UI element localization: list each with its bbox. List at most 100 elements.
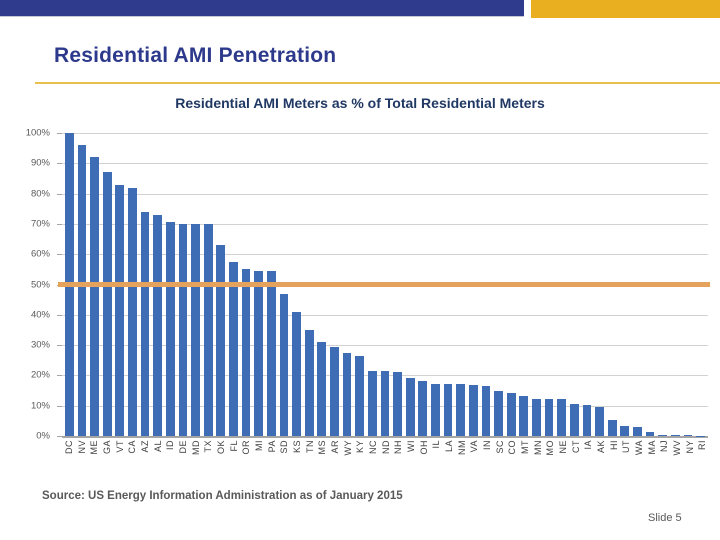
x-label-slot-VA: VA [469,440,482,474]
bar-ND [380,371,390,436]
y-axis-tick [57,405,62,407]
gridline [62,223,708,225]
bar-slot-MO [543,133,556,436]
bar-KS [292,311,301,436]
x-axis-label: NJ [659,440,670,452]
bar-MT [519,396,529,436]
x-label-slot-SC: SC [494,440,507,474]
x-axis-label: DC [63,440,74,454]
x-axis-label: KS [291,440,302,454]
bar-slot-WV [669,133,682,436]
x-label-slot-TN: TN [304,440,317,474]
chart-title: Residential AMI Meters as % of Total Res… [175,95,545,111]
bar-IA [582,404,592,436]
header-band-blue [0,0,524,17]
bar-slot-IL [429,133,442,436]
bar-slot-NH [391,133,404,436]
gridline [62,314,708,316]
bar-slot-TX [202,133,215,436]
x-axis-labels: DC NV ME GA VT CA AZ AL ID DE MD TX OK FL OR MI PA SD KS TN… [62,440,710,474]
x-label-slot-RI: RI [697,440,710,474]
x-axis-label: NC [367,440,378,454]
x-axis-label: IL [431,440,442,449]
bar-TN [304,329,314,436]
gridline [62,345,708,347]
x-label-slot-ND: ND [380,440,393,474]
x-label-slot-OK: OK [215,440,228,474]
bar-AZ [140,211,150,436]
bar-WV [670,434,680,436]
bar-slot-MS [316,133,329,436]
x-label-slot-KY: KY [354,440,367,474]
bar-WY [342,352,352,436]
bar-slot-NM [454,133,467,436]
x-axis-label: DE [177,440,188,454]
x-label-slot-MI: MI [253,440,266,474]
bar-slot-UT [619,133,632,436]
x-label-slot-WV: WV [671,440,684,474]
bar-slot-CO [505,133,518,436]
x-label-slot-HI: HI [608,440,621,474]
bar-slot-IA [581,133,594,436]
bar-slot-IN [480,133,493,436]
x-label-slot-OH: OH [418,440,431,474]
y-axis-tick-label: 70% [30,218,50,230]
x-label-slot-WA: WA [633,440,646,474]
x-label-slot-OR: OR [240,440,253,474]
x-label-slot-MD: MD [190,440,203,474]
x-axis-label: MO [545,440,556,456]
bar-slot-GA [101,133,114,436]
x-label-slot-ID: ID [164,440,177,474]
y-axis-tick-label: 30% [30,339,50,351]
bar-CA [128,187,137,436]
x-label-slot-NE: NE [557,440,570,474]
x-axis-label: AK [596,440,607,454]
bar-AK [595,407,604,436]
x-axis-label: NY [684,440,695,454]
x-label-slot-ME: ME [88,440,101,474]
bar-NC [367,371,377,436]
bar-slot-MN [530,133,543,436]
x-axis-label: NH [393,440,404,454]
bar-GA [102,172,112,436]
x-label-slot-TX: TX [202,440,215,474]
bar-LA [443,384,453,436]
bar-MO [544,399,554,436]
bars-row [62,133,708,436]
bar-slot-AL [151,133,164,436]
x-label-slot-FL: FL [228,440,241,474]
bar-DE [178,223,188,436]
bar-MN [532,398,541,436]
x-label-slot-UT: UT [621,440,634,474]
bar-slot-WA [631,133,644,436]
bar-VA [468,384,478,436]
x-axis-label: OH [418,440,429,455]
y-axis-tick [57,345,62,347]
x-label-slot-MO: MO [545,440,558,474]
bar-slot-WY [341,133,354,436]
y-axis-tick-label: 0% [36,430,50,442]
x-label-slot-MN: MN [532,440,545,474]
bar-NM [456,384,466,436]
bar-NY [683,435,693,436]
x-axis-label: WV [672,440,683,456]
bar-ME [90,157,99,436]
x-axis-label: GA [101,440,112,455]
bar-slot-KS [290,133,303,436]
x-label-slot-NC: NC [367,440,380,474]
bar-slot-VT [114,133,127,436]
x-axis-label: MD [190,440,201,455]
slide-number: Slide 5 [648,512,682,524]
y-axis-tick [57,193,62,195]
y-axis-tick-label: 80% [30,188,50,200]
bar-slot-NE [555,133,568,436]
x-label-slot-GA: GA [101,440,114,474]
x-axis-label: UT [621,440,632,453]
bar-slot-NC [366,133,379,436]
x-label-slot-MS: MS [316,440,329,474]
bar-IL [431,383,440,436]
x-label-slot-NY: NY [684,440,697,474]
bar-slot-SD [278,133,291,436]
x-label-slot-DE: DE [177,440,190,474]
x-axis-label: KY [355,440,366,454]
